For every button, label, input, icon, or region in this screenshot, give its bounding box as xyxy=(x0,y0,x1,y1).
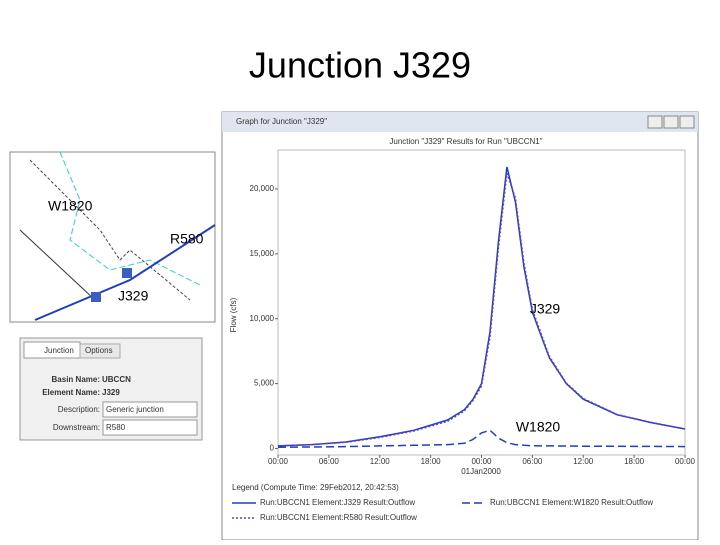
chart-title: Junction "J329" Results for Run "UBCCN1" xyxy=(389,137,542,146)
field-label: Description: xyxy=(58,405,100,414)
legend-entry: Run:UBCCN1 Element:R580 Result:Outflow xyxy=(260,513,417,522)
x-tick-label: 00:00 xyxy=(268,457,289,466)
y-tick-label: 0 xyxy=(270,444,275,453)
x-tick-label: 18:00 xyxy=(421,457,442,466)
y-tick-label: 20,000 xyxy=(250,184,275,193)
y-tick-label: 10,000 xyxy=(250,314,275,323)
y-axis-label: Flow (cfs) xyxy=(229,297,238,332)
input[interactable] xyxy=(102,401,198,418)
map-label: W1820 xyxy=(48,198,93,214)
series-line xyxy=(277,173,686,447)
annotation: W1820 xyxy=(516,419,561,435)
legend-title: Legend (Compute Time: 29Feb2012, 20:42:5… xyxy=(232,483,399,492)
x-tick-label: 00:00 xyxy=(471,457,492,466)
x-axis-label: 01Jan2000 xyxy=(461,467,501,476)
title-bar xyxy=(222,112,698,132)
map-label: R580 xyxy=(170,231,204,247)
field-label: Downstream: xyxy=(53,423,100,432)
close-button[interactable] xyxy=(679,115,695,129)
map xyxy=(9,151,216,323)
dropdown[interactable] xyxy=(102,419,198,436)
x-tick-label: 06:00 xyxy=(522,457,543,466)
x-tick-label: 06:00 xyxy=(319,457,340,466)
slide-title: Junction J329 xyxy=(249,45,471,86)
tab[interactable]: Junction xyxy=(44,346,74,355)
graph-window xyxy=(221,111,699,541)
field-value: UBCCN xyxy=(102,375,131,384)
field-label: Basin Name: xyxy=(52,375,100,384)
minimize-button[interactable] xyxy=(647,115,663,129)
tab[interactable]: Options xyxy=(85,346,113,355)
annotation: J329 xyxy=(530,301,561,317)
x-tick-label: 12:00 xyxy=(573,457,594,466)
y-tick-label: 15,000 xyxy=(250,249,275,258)
field-value[interactable]: Generic junction xyxy=(106,405,164,414)
x-tick-label: 18:00 xyxy=(624,457,645,466)
field-value: J329 xyxy=(102,388,120,397)
legend-entry: Run:UBCCN1 Element:W1820 Result:Outflow xyxy=(490,498,653,507)
x-tick-label: 00:00 xyxy=(675,457,696,466)
field-label: Element Name: xyxy=(42,388,100,397)
map-label: J329 xyxy=(118,288,149,304)
window-title: Graph for Junction "J329" xyxy=(236,117,327,126)
x-tick-label: 12:00 xyxy=(370,457,391,466)
legend-entry: Run:UBCCN1 Element:J329 Result:Outflow xyxy=(260,498,415,507)
series-line xyxy=(277,429,686,448)
field-value[interactable]: R580 xyxy=(106,423,126,432)
maximize-button[interactable] xyxy=(663,115,679,129)
y-tick-label: 5,000 xyxy=(254,379,275,388)
